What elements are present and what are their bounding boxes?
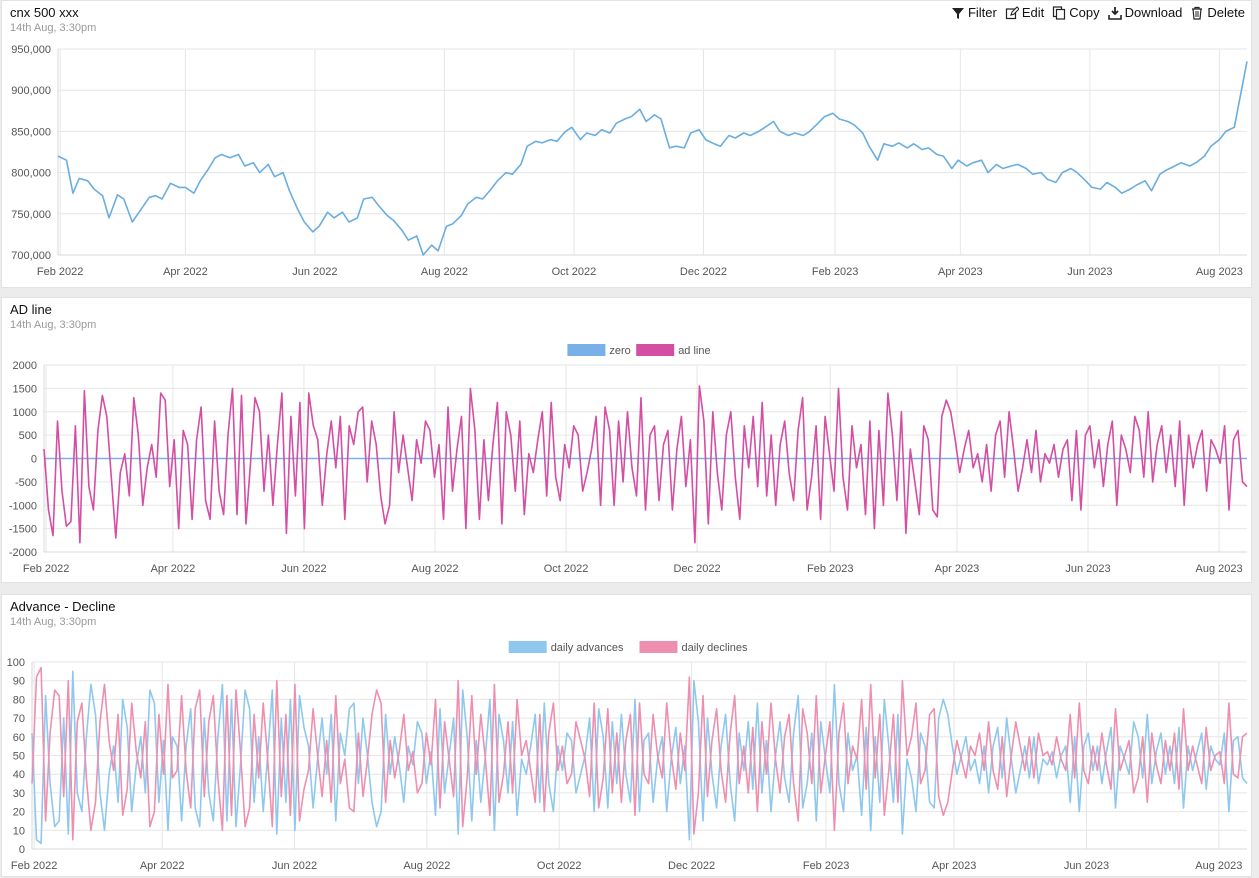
- y-tick-label: 700,000: [11, 250, 51, 262]
- y-tick-label: -2000: [9, 547, 37, 559]
- x-tick-label: Jun 2022: [292, 266, 337, 278]
- y-tick-label: 80: [13, 694, 25, 706]
- y-tick-label: 60: [13, 732, 25, 744]
- x-tick-label: Aug 2023: [1195, 860, 1242, 872]
- index-series-line: [57, 61, 1248, 256]
- x-tick-label: Oct 2022: [537, 860, 582, 872]
- x-tick-label: Apr 2022: [140, 860, 185, 872]
- y-tick-label: 50: [13, 751, 25, 763]
- index-line-chart: 950,000 900,000 850,000 800,000 750,000 700,0…: [11, 44, 1248, 278]
- delete-button[interactable]: Delete: [1190, 5, 1245, 20]
- legend-swatch: [567, 344, 606, 356]
- x-tick-label: Feb 2022: [23, 563, 69, 575]
- y-tick-label: -1000: [9, 500, 37, 512]
- legend-swatch: [639, 641, 678, 653]
- x-tick-label: Aug 2023: [1196, 563, 1243, 575]
- filter-icon: [951, 7, 964, 19]
- x-tick-label: Jun 2022: [272, 860, 317, 872]
- x-tick-label: Aug 2022: [403, 860, 450, 872]
- y-tick-label: 10: [13, 825, 25, 837]
- daily-declines-series-line: [31, 666, 1248, 841]
- x-tick-label: Aug 2022: [421, 266, 468, 278]
- y-tick-label: 20: [13, 807, 25, 819]
- y-tick-label: 40: [13, 769, 25, 781]
- panel-timestamp: 14th Aug, 3:30pm: [10, 22, 97, 34]
- legend-swatch: [636, 344, 675, 356]
- copy-label: Copy: [1069, 5, 1100, 20]
- chart-panel-advance-decline: Advance - Decline 14th Aug, 3:30pm 100 90…: [1, 594, 1252, 877]
- panel-title: AD line: [10, 302, 52, 317]
- daily-advances-series-line: [31, 670, 1248, 845]
- x-tick-label: Jun 2023: [1067, 266, 1112, 278]
- download-button[interactable]: Download: [1107, 5, 1183, 20]
- x-tick-label: Apr 2022: [151, 563, 196, 575]
- chart-panel-ad-line: AD line 14th Aug, 3:30pm 2000 1500 1000 500…: [1, 297, 1252, 583]
- x-tick-label: Feb 2023: [807, 563, 853, 575]
- y-tick-label: -1500: [9, 524, 37, 536]
- y-tick-label: 0: [31, 454, 37, 466]
- y-tick-label: 1500: [13, 383, 37, 395]
- x-tick-label: Dec 2022: [668, 860, 715, 872]
- y-tick-label: 2000: [13, 360, 37, 372]
- filter-button[interactable]: Filter: [951, 5, 997, 20]
- x-tick-label: Apr 2022: [163, 266, 208, 278]
- y-tick-label: -500: [15, 477, 37, 489]
- delete-label: Delete: [1207, 5, 1245, 20]
- x-tick-label: Apr 2023: [932, 860, 977, 872]
- y-tick-label: 0: [19, 844, 25, 856]
- y-tick-label: 1000: [13, 407, 37, 419]
- x-tick-label: Feb 2022: [37, 266, 83, 278]
- legend-label: ad line: [678, 345, 710, 357]
- panel-timestamp: 14th Aug, 3:30pm: [10, 319, 97, 331]
- panel-title: cnx 500 xxx: [10, 5, 79, 20]
- copy-button[interactable]: Copy: [1052, 5, 1100, 20]
- x-tick-label: Apr 2023: [938, 266, 983, 278]
- edit-label: Edit: [1021, 5, 1045, 20]
- x-tick-label: Apr 2023: [935, 563, 980, 575]
- legend-label: daily declines: [682, 642, 749, 654]
- x-tick-label: Feb 2023: [803, 860, 849, 872]
- x-tick-label: Feb 2022: [11, 860, 57, 872]
- x-tick-label: Jun 2023: [1064, 860, 1109, 872]
- panel-timestamp: 14th Aug, 3:30pm: [10, 616, 97, 628]
- x-tick-label: Jun 2022: [281, 563, 326, 575]
- x-tick-label: Dec 2022: [680, 266, 727, 278]
- edit-icon: [1005, 5, 1019, 19]
- download-label: Download: [1124, 5, 1183, 20]
- ad-line-chart: 2000 1500 1000 500 0 -500 -1000 -1500 -2000 Feb 2…: [9, 344, 1248, 575]
- y-tick-label: 800,000: [11, 168, 51, 180]
- legend-swatch: [508, 641, 547, 653]
- x-tick-label: Oct 2022: [552, 266, 597, 278]
- x-tick-label: Jun 2023: [1065, 563, 1110, 575]
- filter-label: Filter: [967, 5, 997, 20]
- trash-icon: [1192, 6, 1203, 20]
- y-tick-label: 950,000: [11, 44, 51, 56]
- x-tick-label: Oct 2022: [544, 563, 589, 575]
- y-tick-label: 30: [13, 788, 25, 800]
- copy-icon: [1053, 5, 1066, 20]
- x-tick-label: Feb 2023: [812, 266, 858, 278]
- y-tick-label: 70: [13, 713, 25, 725]
- x-tick-label: Aug 2022: [411, 563, 458, 575]
- y-tick-label: 750,000: [11, 209, 51, 221]
- y-tick-label: 90: [13, 676, 25, 688]
- edit-button[interactable]: Edit: [1005, 5, 1044, 20]
- legend-label: daily advances: [551, 642, 624, 654]
- panel-title: Advance - Decline: [10, 599, 116, 614]
- ad-line-series-line: [43, 385, 1248, 544]
- chart-panel-index: cnx 500 xxx 14th Aug, 3:30pm Filter Edit…: [1, 0, 1252, 288]
- toolbar: Filter Edit Copy Download Delete: [951, 5, 1245, 20]
- y-tick-label: 100: [7, 657, 25, 669]
- legend-label: zero: [609, 345, 630, 357]
- download-icon: [1107, 6, 1122, 20]
- x-tick-label: Aug 2023: [1196, 266, 1243, 278]
- y-tick-label: 500: [19, 430, 37, 442]
- x-tick-label: Dec 2022: [674, 563, 721, 575]
- y-tick-label: 850,000: [11, 126, 51, 138]
- y-tick-label: 900,000: [11, 85, 51, 97]
